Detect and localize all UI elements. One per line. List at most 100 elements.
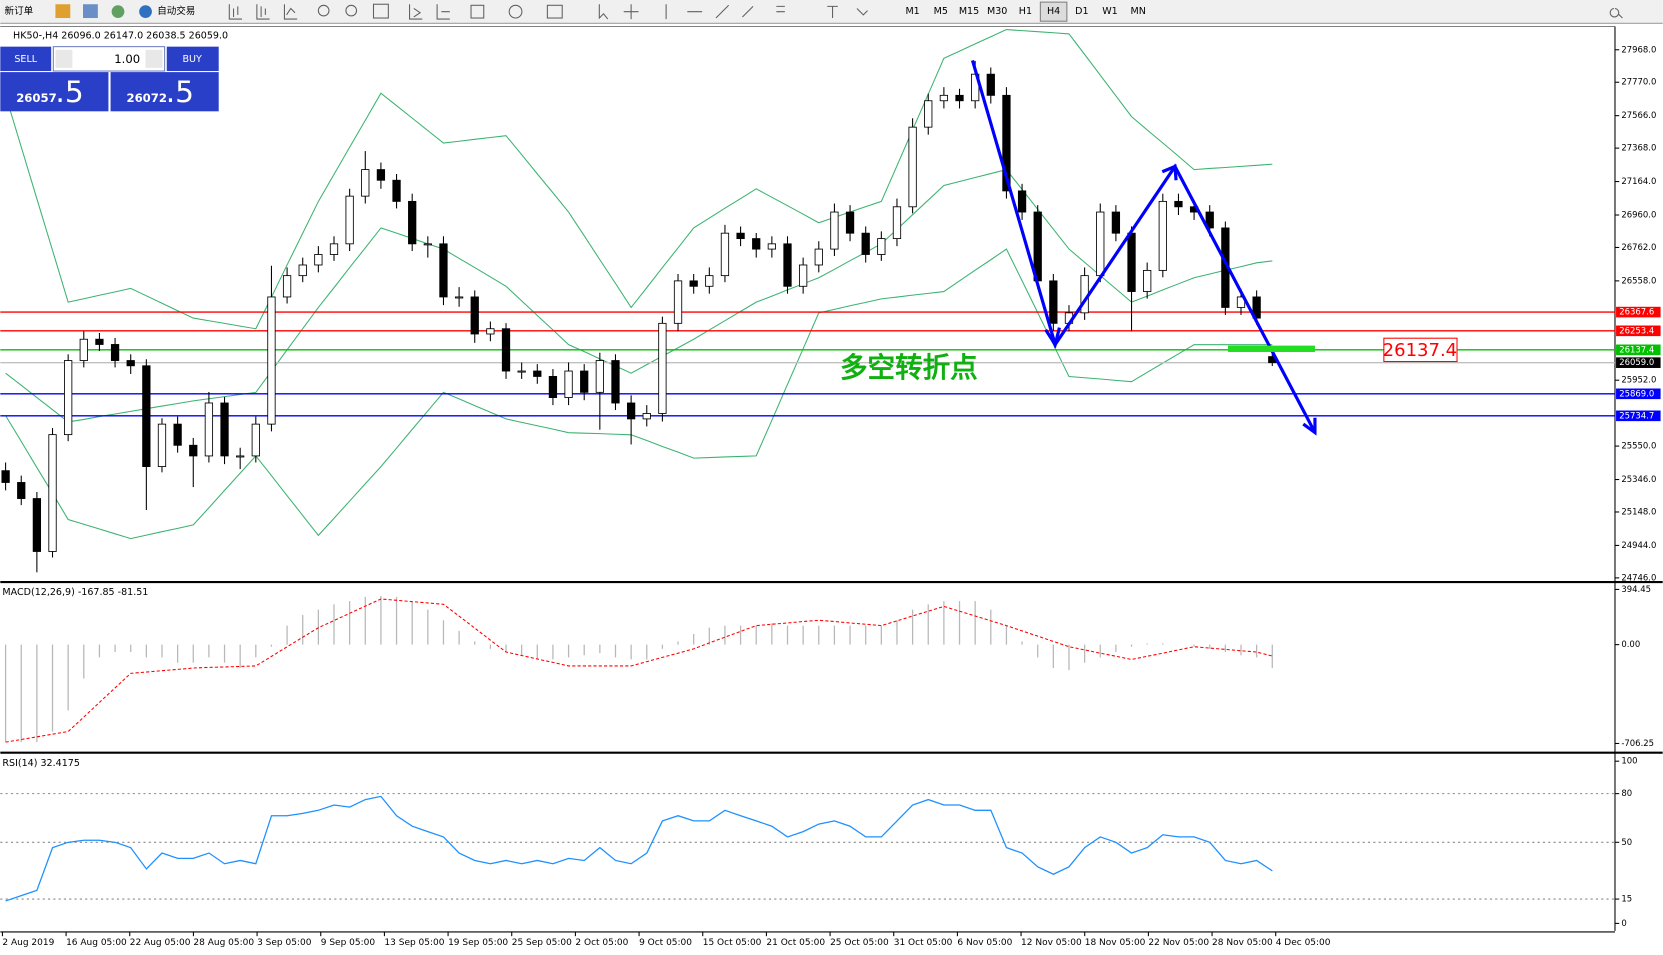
y-tick-label: -706.25	[1621, 738, 1654, 748]
icon[interactable]	[546, 4, 563, 19]
icon[interactable]	[317, 4, 330, 17]
candle-body	[830, 211, 839, 250]
candle-body	[126, 360, 135, 367]
candle-body	[204, 402, 214, 457]
buy-button[interactable]	[166, 46, 219, 72]
candle-body	[705, 275, 714, 287]
candle-body	[1017, 190, 1027, 213]
timeframe-button[interactable]: M15	[959, 6, 979, 17]
bid-fraction[interactable]: .5	[55, 74, 83, 109]
price-label: 25734.7	[1619, 410, 1654, 420]
icon[interactable]	[345, 4, 358, 17]
timeframe-button[interactable]: D1	[1075, 6, 1088, 17]
price-label-box	[1616, 410, 1661, 422]
rsi-title: RSI(14) 32.4175	[2, 758, 79, 769]
icon[interactable]	[470, 4, 485, 19]
lots-value[interactable]: 1.00	[114, 52, 140, 66]
candle-body	[1002, 94, 1011, 192]
candle-body	[48, 434, 57, 552]
auto-trading-button[interactable]: 自动交易	[157, 5, 195, 17]
timeframe-button[interactable]: W1	[1102, 6, 1118, 17]
chart-header: HK50-,H4 26096.0 26147.0 26038.5 26059.0	[13, 31, 228, 42]
lots-up[interactable]	[145, 49, 163, 68]
y-tick-label: 26762.0	[1621, 242, 1656, 252]
x-tick-label: 9 Oct 05:00	[639, 938, 692, 948]
arrow-head	[1044, 327, 1061, 349]
icon[interactable]	[228, 4, 243, 20]
candle-body	[470, 296, 479, 335]
candle-body	[924, 100, 933, 128]
candle-body	[1111, 211, 1121, 234]
y-tick-label: 100	[1621, 756, 1637, 766]
candle-body	[861, 232, 870, 255]
timeframe-button[interactable]: MN	[1131, 6, 1146, 17]
x-tick-label: 22 Aug 05:00	[130, 938, 191, 948]
bid-price[interactable]: 26057	[16, 91, 57, 105]
ask-fraction[interactable]: .5	[166, 74, 194, 109]
candle-body	[329, 243, 339, 255]
candle-body	[361, 169, 370, 197]
icon[interactable]	[623, 4, 639, 20]
price-label-box	[1616, 388, 1661, 400]
y-tick-label: 27566.0	[1621, 110, 1656, 120]
macd-panel: 394.45 0.00 -706.25	[4, 584, 1654, 748]
price-label: 26253.4	[1619, 325, 1654, 335]
candle-body	[595, 360, 604, 393]
y-tick-label: 394.45	[1621, 584, 1651, 594]
timeframe-button[interactable]: M1	[905, 6, 919, 17]
icon[interactable]	[372, 3, 389, 19]
candle-body	[658, 322, 667, 414]
timeframe-button[interactable]: M30	[987, 6, 1007, 17]
lots-down[interactable]	[55, 49, 73, 68]
ask-price[interactable]: 26072	[126, 91, 167, 105]
annotation: 26137.4	[1383, 340, 1457, 361]
candle-body	[642, 413, 651, 420]
price-label-box	[1616, 344, 1661, 356]
candle-body	[986, 73, 995, 96]
candle-body	[845, 211, 855, 234]
buy-label[interactable]: BUY	[183, 54, 203, 65]
candle-body	[95, 338, 104, 345]
y-tick-label: 27164.0	[1621, 176, 1656, 186]
icon[interactable]	[409, 4, 423, 20]
candle-body	[1049, 280, 1058, 324]
candle-body	[626, 402, 636, 420]
icon[interactable]	[598, 4, 609, 20]
x-tick-label: 25 Oct 05:00	[830, 938, 889, 948]
icon[interactable]	[436, 4, 450, 20]
arrow-head	[1161, 164, 1178, 181]
macd-signal	[5, 598, 1273, 743]
toolbar-icons	[228, 3, 1623, 20]
icon[interactable]	[82, 4, 98, 19]
y-tick-label: 27368.0	[1621, 143, 1656, 153]
icon[interactable]	[55, 4, 71, 19]
icon[interactable]	[111, 5, 125, 19]
timeframe-button[interactable]: H4	[1047, 6, 1060, 17]
active-timeframe[interactable]	[1039, 1, 1068, 22]
candle-body	[767, 243, 776, 250]
sell-label[interactable]: SELL	[14, 54, 37, 65]
candle-body	[939, 94, 949, 102]
sell-button[interactable]	[0, 46, 52, 72]
one-click-trading: SELL 1.00 BUY 26057 .5 26072 .5	[0, 46, 219, 112]
ask-box[interactable]	[110, 72, 219, 112]
new-order-button[interactable]: 新订单	[5, 5, 34, 17]
auto-trading-icon[interactable]	[139, 5, 152, 19]
icon[interactable]	[508, 4, 523, 19]
timeframe-button[interactable]: M5	[934, 6, 948, 17]
icon[interactable]	[1609, 7, 1623, 19]
x-tick-label: 22 Nov 05:00	[1148, 938, 1209, 948]
candle-body	[32, 498, 42, 552]
icon[interactable]	[283, 4, 298, 20]
candle-body	[314, 254, 323, 266]
icon[interactable]	[827, 5, 868, 19]
icon[interactable]	[665, 4, 785, 20]
price-label: 26059.0	[1619, 357, 1654, 367]
y-tick-label: 15	[1621, 894, 1632, 904]
icon[interactable]	[256, 4, 270, 20]
timeframe-button[interactable]: H1	[1019, 6, 1032, 17]
bid-box[interactable]	[0, 72, 109, 112]
bollinger-middle	[5, 169, 1273, 423]
x-tick-label: 9 Sep 05:00	[321, 938, 376, 948]
